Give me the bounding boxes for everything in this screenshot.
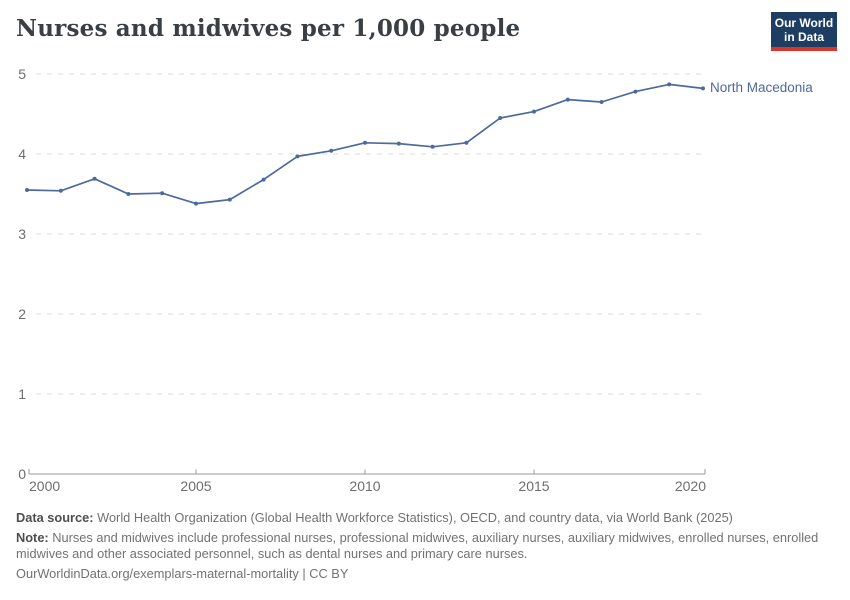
data-point[interactable]	[464, 140, 469, 145]
data-point[interactable]	[261, 177, 266, 182]
data-point[interactable]	[58, 188, 63, 193]
data-point[interactable]	[329, 148, 334, 153]
data-point[interactable]	[160, 191, 165, 196]
data-point[interactable]	[126, 192, 131, 196]
data-source-line: Data source: World Health Organization (…	[16, 510, 834, 527]
data-point[interactable]	[396, 141, 401, 146]
note-text: Nurses and midwives include professional…	[16, 529, 819, 562]
owid-logo[interactable]: Our World in Data	[771, 12, 837, 51]
chart-title: Nurses and midwives per 1,000 people	[16, 15, 521, 42]
data-point[interactable]	[498, 116, 503, 120]
x-tick-label: 2015	[518, 478, 549, 494]
data-point[interactable]	[194, 201, 198, 206]
data-point[interactable]	[227, 197, 232, 202]
note-line: Note: Nurses and midwives include profes…	[16, 530, 834, 563]
owid-url-link[interactable]: OurWorldinData.org/exemplars-maternal-mo…	[16, 565, 349, 581]
data-point[interactable]	[363, 140, 367, 145]
data-point[interactable]	[701, 86, 705, 91]
data-point[interactable]	[599, 100, 604, 104]
y-tick-label: 4	[18, 146, 26, 162]
series-label-north-macedonia[interactable]: North Macedonia	[710, 80, 813, 96]
y-tick-label: 1	[18, 386, 26, 402]
y-tick-label: 3	[18, 226, 26, 242]
data-point[interactable]	[565, 97, 570, 102]
y-tick-label: 2	[18, 306, 26, 322]
owid-logo-line2: in Data	[783, 30, 824, 44]
data-source-label: Data source:	[16, 510, 94, 525]
data-point[interactable]	[430, 144, 435, 149]
data-point[interactable]	[92, 176, 97, 181]
license-line: OurWorldinData.org/exemplars-maternal-mo…	[16, 566, 834, 583]
chart-footer: Data source: World Health Organization (…	[16, 510, 834, 585]
y-tick-label: 0	[18, 466, 26, 482]
x-tick-label: 2000	[29, 478, 60, 494]
data-point[interactable]	[25, 188, 29, 192]
data-point[interactable]	[532, 109, 536, 114]
y-tick-label: 5	[18, 66, 26, 82]
data-point[interactable]	[667, 82, 672, 87]
x-tick-label: 2020	[675, 478, 706, 494]
note-label: Note:	[16, 529, 49, 545]
x-tick-label: 2010	[349, 478, 380, 494]
data-source-text: World Health Organization (Global Health…	[97, 510, 733, 525]
line-chart-canvas[interactable]: 0 1 2 3 4 5 2000 2005 2010 2015 2020	[0, 58, 850, 508]
data-point[interactable]	[295, 154, 300, 159]
data-point[interactable]	[633, 89, 638, 94]
x-tick-label: 2005	[180, 478, 211, 494]
owid-logo-line1: Our World	[774, 16, 834, 30]
